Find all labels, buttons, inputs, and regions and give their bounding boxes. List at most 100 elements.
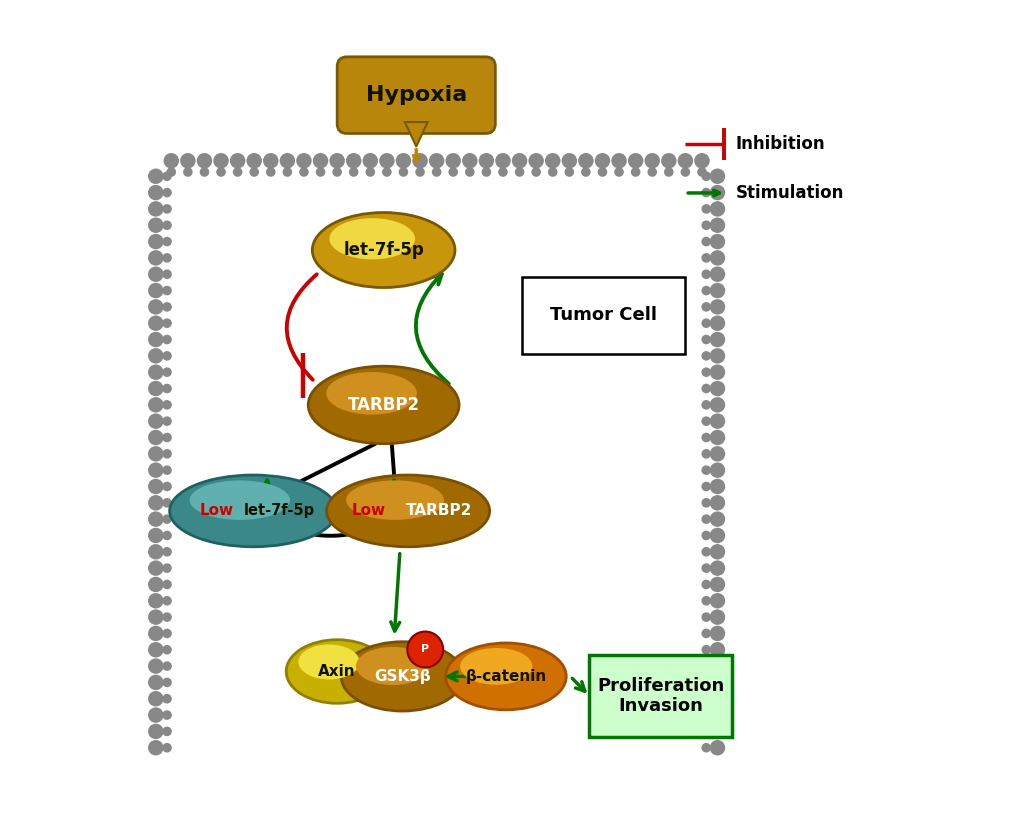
Circle shape: [148, 658, 163, 674]
Circle shape: [701, 726, 710, 736]
Circle shape: [148, 250, 163, 266]
Circle shape: [148, 479, 163, 494]
Circle shape: [701, 172, 710, 181]
Ellipse shape: [460, 648, 532, 685]
Text: β-catenin: β-catenin: [465, 669, 546, 684]
Circle shape: [677, 153, 693, 169]
Circle shape: [697, 167, 706, 177]
Circle shape: [709, 332, 725, 348]
Ellipse shape: [312, 213, 454, 288]
Circle shape: [162, 482, 171, 492]
Circle shape: [162, 400, 171, 410]
Circle shape: [701, 318, 710, 328]
Circle shape: [148, 429, 163, 445]
Circle shape: [148, 675, 163, 690]
Text: Axin: Axin: [318, 664, 356, 679]
Circle shape: [379, 153, 394, 169]
Circle shape: [709, 429, 725, 445]
Circle shape: [162, 253, 171, 263]
Text: Stimulation: Stimulation: [735, 184, 844, 202]
Circle shape: [162, 433, 171, 443]
Circle shape: [162, 710, 171, 720]
Circle shape: [709, 609, 725, 625]
Circle shape: [316, 167, 325, 177]
Circle shape: [701, 515, 710, 524]
Circle shape: [250, 167, 259, 177]
Circle shape: [148, 332, 163, 348]
Circle shape: [701, 547, 710, 556]
Circle shape: [345, 153, 361, 169]
Circle shape: [701, 269, 710, 279]
Circle shape: [701, 482, 710, 492]
Circle shape: [148, 544, 163, 560]
Circle shape: [701, 449, 710, 459]
Ellipse shape: [356, 647, 429, 685]
Circle shape: [709, 413, 725, 429]
Circle shape: [709, 593, 725, 609]
Circle shape: [701, 694, 710, 703]
Circle shape: [162, 351, 171, 361]
Ellipse shape: [308, 366, 459, 443]
Circle shape: [162, 335, 171, 344]
Circle shape: [709, 201, 725, 217]
Circle shape: [597, 167, 606, 177]
Circle shape: [162, 269, 171, 279]
Circle shape: [709, 511, 725, 527]
FancyBboxPatch shape: [337, 56, 495, 133]
Circle shape: [431, 167, 441, 177]
Circle shape: [362, 153, 378, 169]
Circle shape: [148, 446, 163, 461]
Circle shape: [709, 740, 725, 756]
Ellipse shape: [341, 642, 463, 711]
Circle shape: [701, 645, 710, 654]
Circle shape: [462, 153, 477, 169]
Circle shape: [395, 153, 411, 169]
Ellipse shape: [169, 475, 336, 546]
Circle shape: [162, 645, 171, 654]
Circle shape: [148, 708, 163, 723]
Circle shape: [528, 153, 543, 169]
Circle shape: [610, 153, 627, 169]
Circle shape: [701, 236, 710, 246]
Circle shape: [162, 188, 171, 197]
Circle shape: [148, 185, 163, 200]
Circle shape: [709, 544, 725, 560]
Ellipse shape: [286, 640, 388, 703]
Circle shape: [709, 528, 725, 543]
Circle shape: [644, 153, 659, 169]
Circle shape: [382, 167, 391, 177]
Circle shape: [701, 677, 710, 687]
Circle shape: [581, 167, 590, 177]
Circle shape: [701, 628, 710, 638]
Circle shape: [162, 596, 171, 605]
Circle shape: [148, 316, 163, 331]
Circle shape: [148, 495, 163, 510]
Circle shape: [162, 220, 171, 230]
Circle shape: [263, 153, 278, 169]
Circle shape: [709, 462, 725, 478]
Circle shape: [701, 580, 710, 589]
Circle shape: [709, 446, 725, 461]
Circle shape: [398, 167, 408, 177]
Circle shape: [709, 316, 725, 331]
Circle shape: [709, 724, 725, 739]
Circle shape: [299, 167, 309, 177]
Circle shape: [709, 642, 725, 658]
Circle shape: [162, 367, 171, 377]
Circle shape: [709, 560, 725, 576]
Text: Inhibition: Inhibition: [735, 135, 824, 153]
Text: GSK3β: GSK3β: [374, 669, 430, 684]
Circle shape: [313, 153, 328, 169]
Circle shape: [495, 153, 511, 169]
Text: TARBP2: TARBP2: [406, 503, 472, 519]
Circle shape: [162, 449, 171, 459]
Circle shape: [162, 694, 171, 703]
Circle shape: [497, 167, 507, 177]
Circle shape: [162, 465, 171, 475]
Ellipse shape: [326, 372, 417, 415]
Circle shape: [148, 218, 163, 233]
Ellipse shape: [299, 645, 360, 680]
Circle shape: [162, 547, 171, 556]
Circle shape: [162, 236, 171, 246]
Circle shape: [148, 234, 163, 249]
